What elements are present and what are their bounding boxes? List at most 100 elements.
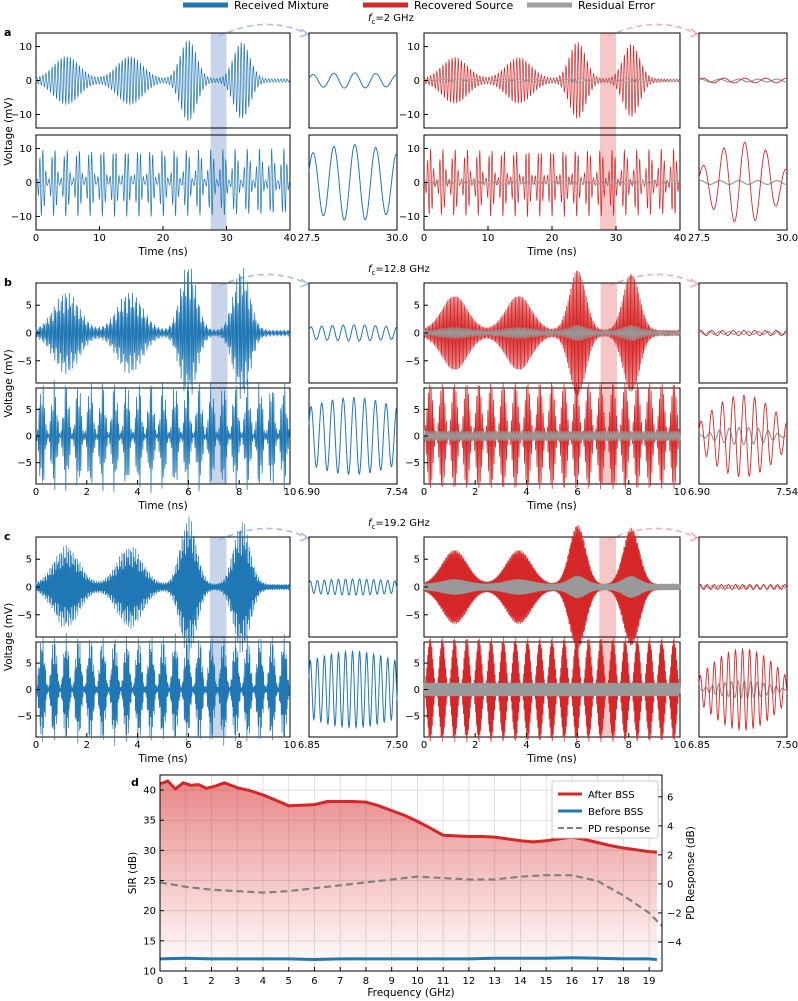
- sir-xtick-label: 4: [260, 976, 266, 987]
- sir-xtick-label: 18: [617, 976, 630, 987]
- zoom-recovered-x-xtick-label: 7.50: [776, 740, 798, 751]
- recovered-x-xtick-label: 20: [546, 233, 559, 244]
- sir-ticks: 0 1 2 3 4 5 6 7 8 9 10 11 12 13 14 15 16 17 18 191015202530…: [143, 786, 681, 987]
- zoom-mixture-x-xtick-label: 6.85: [298, 740, 320, 751]
- zoom-recovered-trace: [698, 77, 787, 84]
- zoom-arrowhead-red: [689, 532, 700, 542]
- pd-ytick-label: 0: [667, 879, 673, 890]
- recovered-x-xtick-label: 2: [472, 740, 478, 751]
- sir-xlabel: Frequency (GHz): [367, 987, 454, 999]
- mixture-x-xtick-label: 8: [236, 487, 242, 498]
- pd-ytick-label: −2: [667, 908, 682, 919]
- after-bss-area: [160, 781, 657, 971]
- xlabel-recovered: Time (ns): [526, 753, 576, 765]
- recovered-source-trace: [423, 637, 681, 742]
- sir-xtick-label: 3: [234, 976, 240, 987]
- mixture-bot-ytick-label: −5: [17, 458, 32, 469]
- sir-xtick-label: 15: [540, 976, 553, 987]
- zoom-mixture-x-xtick-label: 30.0: [386, 233, 408, 244]
- zoom-recovered-trace: [698, 584, 788, 590]
- panel-label-b: b: [4, 276, 12, 289]
- sir-xtick-label: 12: [463, 976, 476, 987]
- sir-ytick-label: 20: [143, 906, 156, 917]
- legend-pd-response: PD response: [588, 824, 650, 835]
- zoom-mixture-x-xtick-label: 7.50: [386, 740, 408, 751]
- recovered-x-xtick-label: 6: [574, 487, 580, 498]
- sir-legend: After BSS Before BSS PD response: [551, 780, 659, 839]
- sir-xtick-label: 7: [337, 976, 343, 987]
- zoom-mixture-bot-frame: [308, 134, 398, 231]
- xlabel-recovered: Time (ns): [526, 246, 576, 258]
- recovered-top-ytick-label: 0: [414, 76, 420, 87]
- mixture-top-ytick-label: 5: [26, 555, 32, 566]
- before-bss-line: [159, 956, 658, 962]
- mixture-x-xtick-label: 40: [284, 233, 297, 244]
- zoom-recovered-x-xtick-label: 30.0: [776, 233, 798, 244]
- zoom-mixture-bot-frame: [308, 387, 398, 485]
- zoom-mixture-top-frame: [308, 282, 398, 384]
- sir-xtick-label: 2: [208, 976, 214, 987]
- recovered-bot-ytick-label: 0: [414, 178, 420, 189]
- xlabel-mixture: Time (ns): [137, 753, 187, 765]
- recovered-x-xtick-label: 10: [674, 487, 687, 498]
- zoom-arrowhead-blue: [299, 278, 310, 288]
- received-mixture-trace: [35, 379, 291, 494]
- mixture-bot-ytick-label: 0: [26, 178, 32, 189]
- mixture-x-xtick-label: 8: [236, 740, 242, 751]
- pd-ylabel: PD Response (dB): [685, 826, 697, 920]
- zoom-mixture-x-xtick-label: 7.54: [386, 487, 408, 498]
- mixture-top-ytick-label: 0: [26, 583, 32, 594]
- recovered-x-xtick-label: 4: [523, 740, 529, 751]
- mixture-x-xtick-label: 4: [134, 740, 140, 751]
- recovered-x-xtick-label: 0: [421, 233, 427, 244]
- zoom-arrow-blue: [219, 273, 308, 287]
- pd-ytick-label: 6: [667, 792, 673, 803]
- residual-error-trace: [423, 180, 681, 185]
- sir-ytick-label: 15: [143, 936, 156, 947]
- zoom-recovered-trace: [698, 141, 788, 223]
- panel-label-c: c: [4, 530, 11, 543]
- residual-error-trace: [423, 77, 681, 84]
- sir-ytick-label: 40: [143, 786, 156, 797]
- recovered-bot-ytick-label: 5: [414, 659, 420, 670]
- mixture-x-xtick-label: 20: [157, 233, 170, 244]
- panel-label-d: d: [131, 776, 139, 789]
- recovered-x-xtick-label: 0: [421, 740, 427, 751]
- sir-ylabel: SIR (dB): [127, 852, 139, 894]
- zoom-arrowhead-red: [689, 28, 700, 38]
- recovered-x-xtick-label: 0: [421, 487, 427, 498]
- zoom-recovered-x-xtick-label: 6.85: [688, 740, 710, 751]
- zoom-arrowhead-blue: [299, 532, 310, 542]
- fc-title-a: fc=2 GHz: [368, 13, 414, 26]
- sir-ytick-label: 35: [143, 816, 156, 827]
- recovered-top-ytick-label: 5: [414, 555, 420, 566]
- ylabel-a: Voltage (mV): [3, 97, 15, 165]
- sir-xtick-label: 16: [566, 976, 579, 987]
- xlabel-mixture: Time (ns): [137, 500, 187, 512]
- ylabel-b: Voltage (mV): [3, 349, 15, 417]
- zoom-recovered-x-xtick-label: 7.54: [776, 487, 798, 498]
- mixture-x-xtick-label: 2: [84, 487, 90, 498]
- sir-ytick-label: 10: [143, 967, 156, 978]
- zoom-recovered-top-frame: [698, 32, 788, 129]
- recovered-x-xtick-label: 4: [523, 487, 529, 498]
- zoom-residual-trace: [698, 426, 788, 446]
- sir-xtick-label: 9: [389, 976, 395, 987]
- recovered-x-xtick-label: 30: [610, 233, 623, 244]
- zoom-arrowhead-red: [689, 278, 700, 288]
- residual-error-trace: [423, 429, 681, 443]
- recovered-bot-ytick-label: 0: [414, 685, 420, 696]
- zoom-arrow-red: [607, 527, 698, 541]
- sir-xtick-label: 11: [437, 976, 450, 987]
- sir-xtick-label: 5: [286, 976, 292, 987]
- recovered-top-ytick-label: 5: [414, 301, 420, 312]
- zoom-arrow-blue: [217, 527, 308, 541]
- mixture-x-xtick-label: 10: [284, 740, 297, 751]
- mixture-top-ytick-label: 0: [26, 329, 32, 340]
- recovered-top-ytick-label: −5: [405, 356, 420, 367]
- sir-panel: d 0 1 2 3 4 5 6 7 8 9 10 11 12 13 14 15 16 17 18 1910152025…: [127, 774, 697, 999]
- zoom-mixture-trace: [308, 72, 398, 89]
- mixture-top-ytick-label: 0: [26, 76, 32, 87]
- mixture-bot-ytick-label: 5: [26, 405, 32, 416]
